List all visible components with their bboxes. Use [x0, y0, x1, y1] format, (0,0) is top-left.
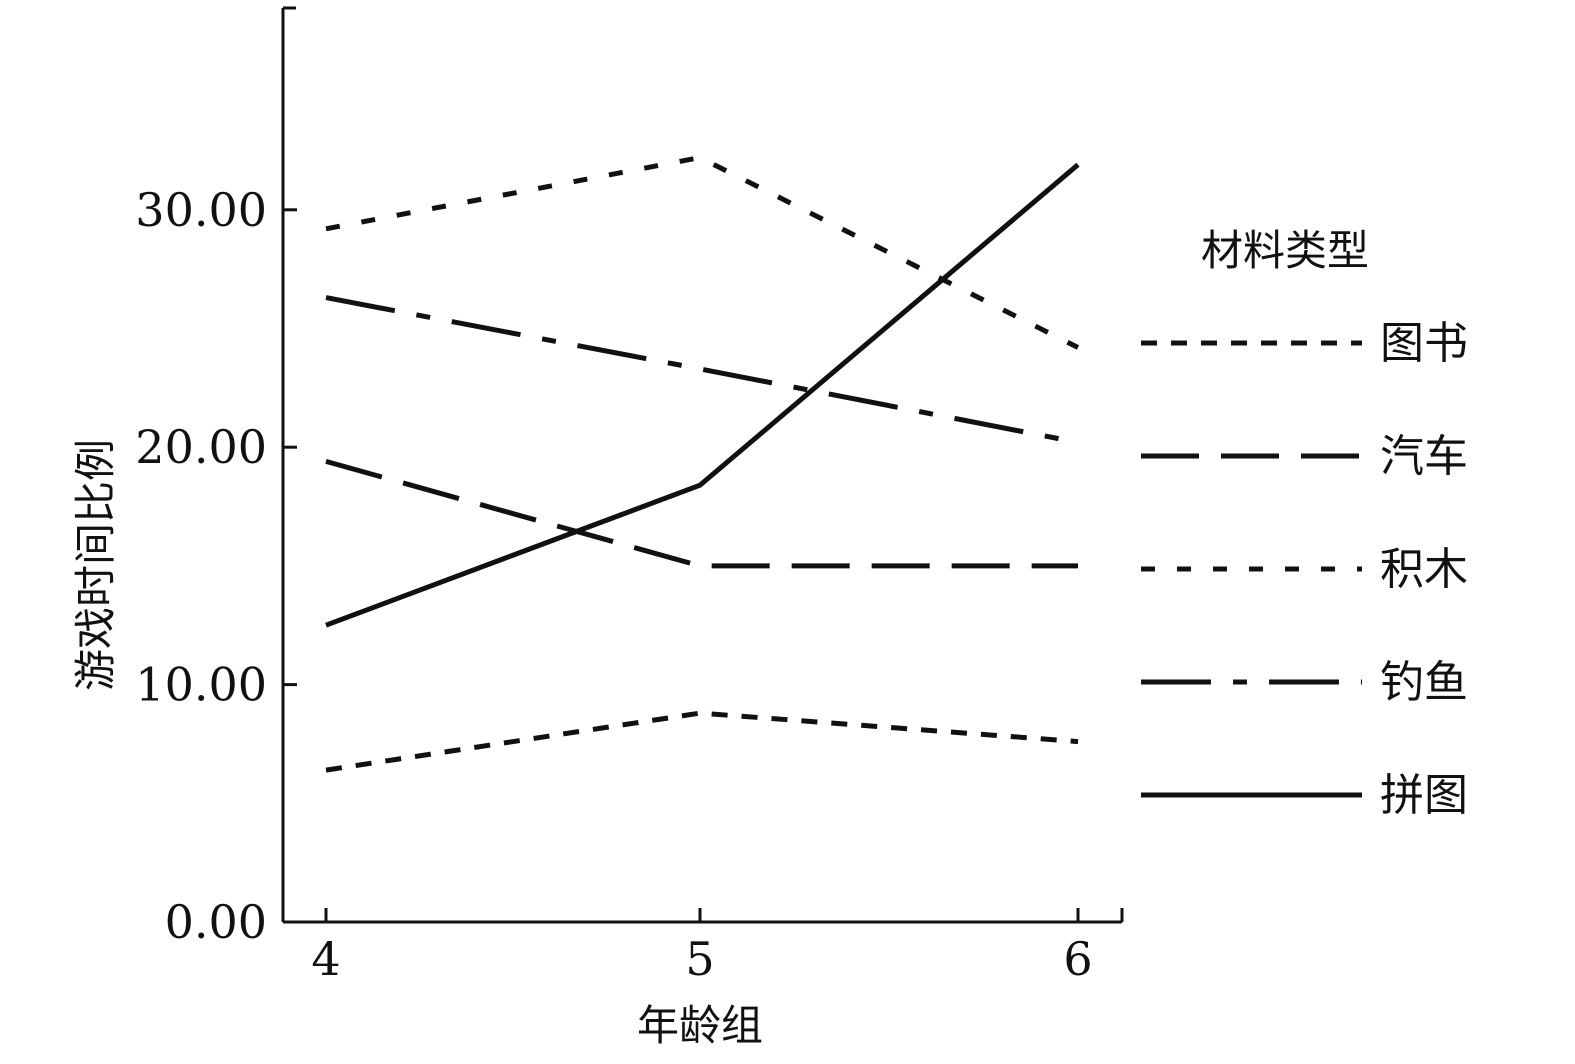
y-tick-label: 10.00 — [135, 658, 267, 712]
legend-title: 材料类型 — [1201, 226, 1369, 275]
series-line-1 — [325, 710, 1079, 773]
series-line-2 — [325, 458, 1078, 569]
y-tick-label: 20.00 — [135, 420, 267, 474]
y-ticks: 0.00 10.00 20.00 30.00 — [135, 183, 297, 949]
series-line-5 — [325, 162, 1080, 628]
series-lines — [325, 154, 1080, 773]
y-tick-label: 30.00 — [135, 183, 267, 237]
series-line-3 — [325, 154, 1080, 350]
x-tick-label: 5 — [685, 932, 714, 986]
x-axis-title: 年龄组 — [637, 1001, 763, 1050]
series-line-4 — [325, 295, 1079, 445]
x-ticks: 4 5 6 — [311, 908, 1093, 986]
legend-label: 图书 — [1380, 318, 1468, 369]
legend-label: 钓鱼 — [1380, 657, 1468, 708]
legend-label: 汽车 — [1380, 431, 1468, 482]
y-tick-label: 0.00 — [165, 895, 267, 949]
y-axis-title: 游戏时间比例 — [71, 439, 120, 691]
axes — [281, 6, 1124, 924]
legend-label: 拼图 — [1380, 770, 1468, 821]
legend-label: 积木 — [1380, 544, 1468, 595]
x-tick-label: 4 — [311, 932, 340, 986]
x-tick-label: 6 — [1063, 932, 1092, 986]
